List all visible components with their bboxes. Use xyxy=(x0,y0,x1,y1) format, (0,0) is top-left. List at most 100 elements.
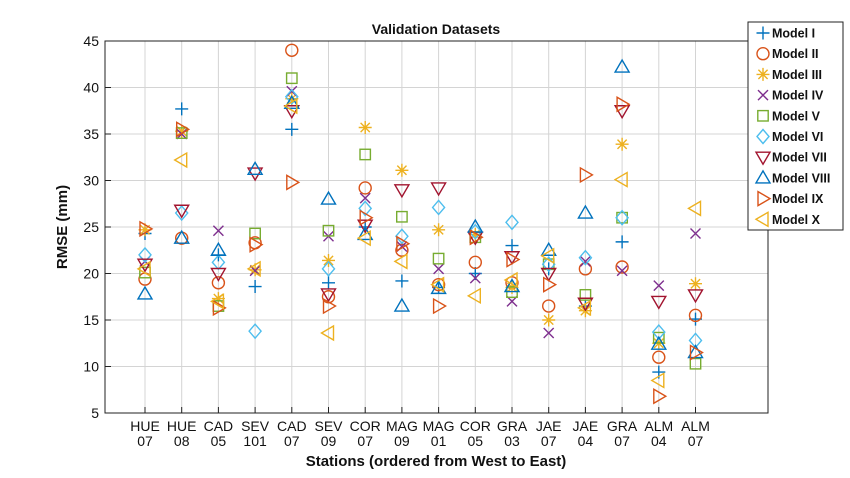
x-tick-label: ALM 07 xyxy=(681,418,710,449)
data-point xyxy=(356,226,374,241)
data-point xyxy=(616,96,631,113)
data-point xyxy=(173,204,190,219)
data-point xyxy=(579,255,591,267)
data-point xyxy=(285,92,299,106)
x-tick-label-line: SEV xyxy=(314,418,343,434)
x-tick-label-line: MAG xyxy=(423,418,455,434)
data-point xyxy=(395,274,409,288)
x-tick-label-line: 08 xyxy=(174,433,190,449)
series-model-v xyxy=(139,72,702,370)
data-point xyxy=(322,224,335,237)
data-point xyxy=(285,43,299,57)
data-point xyxy=(356,219,374,234)
legend-entry: Model V xyxy=(757,109,821,123)
x-tick-label: SEV 09 xyxy=(314,418,343,449)
legend-entry: Model III xyxy=(756,67,822,82)
x-tick-label-line: HUE xyxy=(167,418,197,434)
y-tick-label: 40 xyxy=(83,80,99,96)
data-point xyxy=(433,263,445,275)
data-point xyxy=(284,88,299,105)
x-tick-label: ALM 04 xyxy=(644,418,673,449)
series-model-iv xyxy=(139,85,701,339)
data-point xyxy=(469,229,484,246)
data-point xyxy=(249,236,264,253)
legend-entry: Model VIII xyxy=(754,169,830,185)
data-point xyxy=(432,223,446,237)
legend-marker xyxy=(756,128,770,145)
y-tick-label: 10 xyxy=(83,359,99,375)
data-point xyxy=(542,299,556,313)
x-tick-label-line: ALM xyxy=(644,418,673,434)
x-tick-label: MAG 09 xyxy=(386,418,418,449)
data-point xyxy=(285,72,298,85)
data-point xyxy=(431,199,446,216)
data-point xyxy=(469,272,481,284)
data-point xyxy=(396,210,408,223)
series-model-vi xyxy=(138,88,703,349)
x-tick-label-line: 07 xyxy=(137,433,153,449)
y-tick-label: 30 xyxy=(83,173,99,189)
data-point xyxy=(246,160,264,176)
legend-entry: Model IV xyxy=(757,89,824,103)
data-point xyxy=(542,313,556,327)
legend-label: Model III xyxy=(772,68,822,82)
data-point xyxy=(396,235,411,252)
data-point xyxy=(543,276,558,293)
data-point xyxy=(688,308,703,323)
data-point xyxy=(358,200,373,217)
x-tick-label-line: CAD xyxy=(277,418,307,434)
x-tick-label: SEV 101 xyxy=(241,418,270,449)
legend-marker xyxy=(757,89,769,101)
data-point xyxy=(505,214,519,231)
x-tick-label-line: ALM xyxy=(681,418,710,434)
x-tick-label-line: COR xyxy=(460,418,491,434)
data-point xyxy=(322,297,337,315)
data-point xyxy=(320,324,335,342)
data-point xyxy=(653,280,665,292)
data-point xyxy=(540,267,557,282)
data-point xyxy=(322,276,335,290)
x-axis-label: Stations (ordered from West to East) xyxy=(306,453,567,470)
data-point xyxy=(359,192,371,204)
data-point xyxy=(506,295,518,307)
data-point xyxy=(540,247,555,265)
data-point xyxy=(286,174,301,191)
data-point xyxy=(615,137,629,151)
data-point xyxy=(356,229,371,247)
data-point xyxy=(212,299,227,317)
data-point xyxy=(175,121,191,138)
data-point xyxy=(615,260,629,274)
data-point xyxy=(468,223,483,240)
data-point xyxy=(432,252,445,265)
legend-marker xyxy=(754,151,772,166)
data-point xyxy=(613,105,631,120)
data-point xyxy=(432,297,447,315)
data-point xyxy=(467,218,484,233)
x-tick-label-line: SEV xyxy=(241,418,270,434)
data-point xyxy=(466,287,481,305)
data-point xyxy=(613,58,631,73)
data-point xyxy=(579,166,594,184)
y-axis-label: RMSE (mm) xyxy=(54,185,71,269)
data-point xyxy=(689,277,702,291)
legend-marker xyxy=(754,211,769,228)
data-point xyxy=(211,254,226,271)
data-point xyxy=(687,344,704,359)
data-point xyxy=(578,262,593,276)
x-tick-label-line: 04 xyxy=(578,433,594,449)
data-point xyxy=(358,181,372,195)
data-point xyxy=(173,229,190,244)
data-point xyxy=(393,297,411,312)
y-tick-label: 45 xyxy=(83,33,99,49)
data-point xyxy=(650,372,665,389)
x-tick-label: CAD 07 xyxy=(277,418,307,449)
data-point xyxy=(320,190,337,205)
data-point xyxy=(688,332,703,349)
data-point xyxy=(506,251,521,268)
legend-label: Model VIII xyxy=(772,171,830,185)
data-point xyxy=(652,350,666,364)
x-tick-label: COR 07 xyxy=(350,418,381,449)
data-point xyxy=(211,276,226,290)
data-point xyxy=(577,299,592,317)
data-point xyxy=(136,260,151,278)
